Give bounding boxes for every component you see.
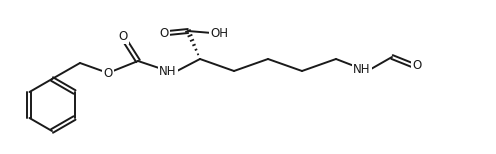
Text: O: O (412, 59, 422, 71)
Text: O: O (119, 30, 127, 43)
Text: OH: OH (210, 26, 228, 39)
Text: O: O (103, 67, 113, 79)
Text: NH: NH (159, 65, 177, 77)
Text: O: O (159, 26, 169, 39)
Text: NH: NH (353, 63, 371, 75)
